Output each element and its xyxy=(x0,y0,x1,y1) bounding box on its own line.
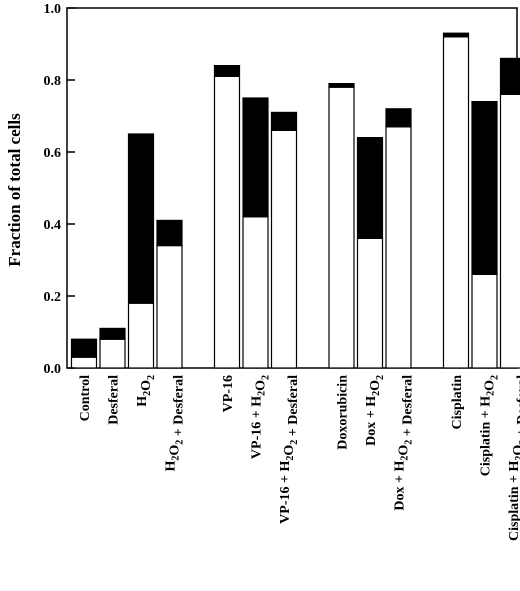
bar-segment-lower xyxy=(70,356,98,369)
y-tick-label: 0.4 xyxy=(44,218,62,233)
y-axis-ticks: 0.0 0.2 0.4 0.6 0.8 1.0 xyxy=(44,2,75,377)
bar-segment-lower xyxy=(499,93,520,369)
bar-segment-lower xyxy=(270,129,298,369)
y-tick-label: 0.2 xyxy=(44,290,62,305)
y-axis-title: Fraction of total cells xyxy=(5,113,24,267)
x-category-label: VP-16 + H2O2 xyxy=(250,375,272,459)
bar-segment-upper xyxy=(385,108,412,128)
bar-segment-lower xyxy=(385,126,412,369)
x-category-label: VP-16 xyxy=(221,375,236,412)
x-category-label: Cisplatin + H2O2 + Desferal xyxy=(507,375,520,541)
bar-segment-lower xyxy=(328,86,355,369)
bar-segment-upper xyxy=(127,133,155,304)
x-category-label: Cisplatin xyxy=(450,375,465,430)
bar-segment-lower xyxy=(356,237,384,369)
x-category-label: Dox + H2O2 xyxy=(364,375,386,446)
bar-segment-upper xyxy=(328,82,355,88)
bar-segment-lower xyxy=(471,273,498,369)
x-category-label: Cisplatin + H2O2 xyxy=(479,375,501,476)
bar-segment-upper xyxy=(270,111,298,132)
bar-segment-upper xyxy=(242,97,269,218)
x-category-label: Doxorubicin xyxy=(336,375,351,450)
x-category-label: Dox + H2O2 + Desferal xyxy=(393,375,416,511)
bar-segment-upper xyxy=(70,338,98,358)
bar-segment-lower xyxy=(442,36,470,369)
bar-segment-lower xyxy=(127,302,155,369)
x-axis-labels: Control Desferal H2O2 H2O2 + Desferal VP-16 V… xyxy=(78,375,520,541)
bar-segment-lower xyxy=(213,75,241,369)
y-tick-label: 0.8 xyxy=(44,74,62,89)
bar-segment-upper xyxy=(442,32,470,38)
x-category-label: Control xyxy=(78,375,93,422)
y-tick-label: 0.0 xyxy=(44,362,62,377)
x-category-label: H2O2 + Desferal xyxy=(164,375,187,472)
x-category-label: H2O2 xyxy=(135,375,157,407)
bar-segment-lower xyxy=(156,245,183,369)
bar-segment-upper xyxy=(499,57,520,96)
x-category-label: Desferal xyxy=(107,375,122,425)
bar-segment-lower xyxy=(99,338,126,369)
bar-segment-upper xyxy=(99,327,126,340)
y-tick-label: 0.6 xyxy=(44,146,62,161)
bar-segment-upper xyxy=(156,219,183,247)
bars xyxy=(70,32,520,369)
x-category-label: VP-16 + H2O2 + Desferal xyxy=(278,375,301,524)
bar-segment-upper xyxy=(471,100,498,276)
bar-segment-lower xyxy=(242,216,269,369)
bar-segment-upper xyxy=(356,137,384,240)
y-tick-label: 1.0 xyxy=(44,2,62,17)
bar-segment-upper xyxy=(213,64,241,77)
